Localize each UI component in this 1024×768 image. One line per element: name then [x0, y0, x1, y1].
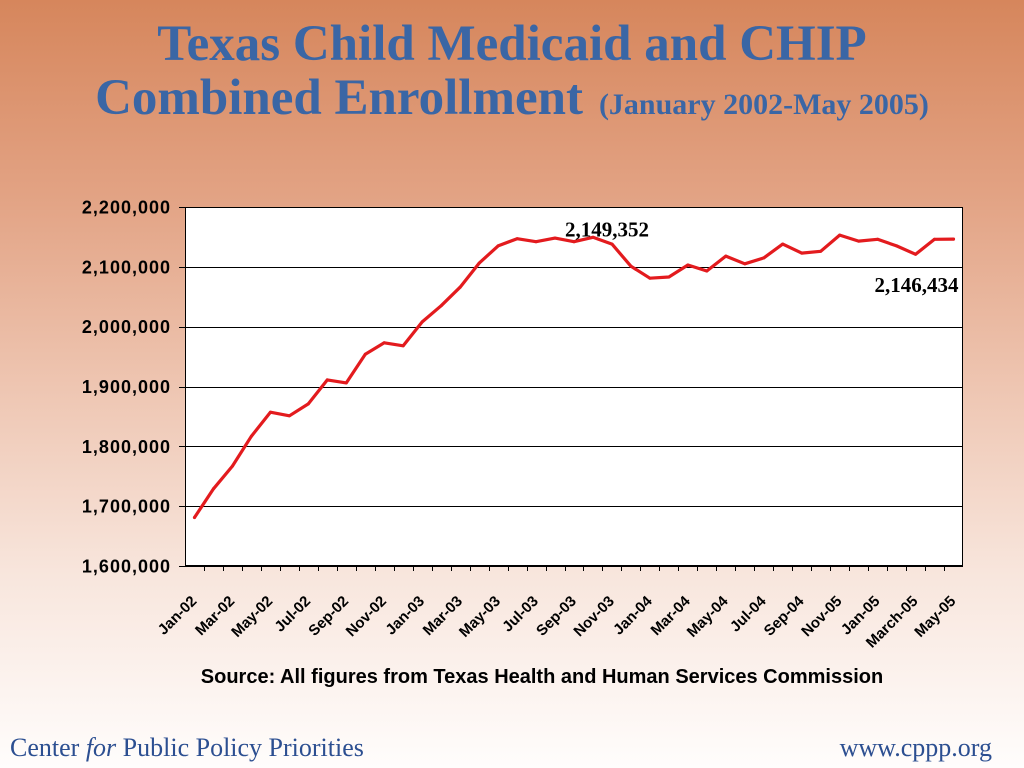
- slide-title-line-1: Texas Child Medicaid and CHIP: [0, 19, 1024, 70]
- x-tick-label: Jan-03: [382, 593, 428, 639]
- data-label: 2,146,434: [875, 273, 960, 297]
- data-point: [553, 236, 557, 240]
- data-point: [363, 352, 367, 356]
- data-point: [952, 237, 955, 241]
- data-point: [762, 256, 766, 260]
- data-point: [629, 264, 633, 268]
- data-point: [914, 252, 918, 256]
- data-point: [230, 464, 234, 468]
- y-tick-label: 2,100,000: [82, 257, 171, 277]
- data-point: [705, 269, 709, 273]
- data-point: [325, 378, 329, 382]
- data-point: [895, 244, 899, 248]
- gridlines: [185, 207, 963, 567]
- data-point: [610, 242, 614, 246]
- x-tick-label: May-02: [228, 593, 276, 641]
- data-point: [686, 263, 690, 267]
- x-tick-label: Sep-03: [533, 593, 580, 640]
- title-text-2: Combined Enrollment: [95, 70, 583, 126]
- y-axis: 1,600,000 1,700,000 1,800,000 1,900,000 2,00…: [82, 198, 185, 577]
- data-point: [857, 239, 861, 243]
- slide-title-line-2: Combined Enrollment (January 2002-May 200…: [0, 73, 1024, 130]
- data-point: [933, 237, 936, 241]
- data-point: [496, 244, 500, 248]
- footer-org-part-2: for: [85, 733, 117, 762]
- y-tick-label: 1,900,000: [82, 377, 171, 397]
- data-point: [838, 233, 842, 237]
- title-date-range: (January 2002-May 2005): [598, 88, 929, 121]
- plot-border: [185, 207, 963, 566]
- plot-area: [185, 207, 963, 566]
- y-tick-label: 1,700,000: [82, 497, 171, 517]
- x-axis: Jan-02Mar-02May-02Jul-02Sep-02Nov-02Jan-…: [155, 566, 959, 651]
- data-point: [382, 341, 386, 345]
- x-tick-label: Nov-05: [798, 593, 845, 640]
- data-point: [477, 261, 481, 265]
- data-point: [212, 487, 215, 491]
- x-tick-label: Nov-03: [570, 593, 617, 640]
- data-point: [306, 402, 310, 406]
- data-point: [287, 414, 291, 418]
- data-point: [515, 237, 519, 241]
- data-point: [667, 275, 671, 279]
- title-text-1: Texas Child Medicaid and CHIP: [157, 16, 867, 72]
- data-point: [743, 262, 747, 266]
- x-tick-label: Jan-04: [610, 592, 656, 638]
- data-point: [193, 516, 196, 519]
- data-point: [401, 344, 405, 348]
- y-tick-label: 1,600,000: [82, 557, 171, 577]
- footer-url: www.cppp.org: [839, 733, 992, 762]
- y-tick-label: 2,200,000: [82, 198, 171, 218]
- x-tick-label: May-04: [684, 592, 732, 640]
- y-tick-label: 1,800,000: [82, 437, 171, 457]
- x-tick-label: Sep-04: [761, 592, 808, 639]
- x-tick-label: Nov-02: [343, 593, 390, 640]
- footer-org-part-1: Center: [10, 733, 86, 762]
- data-point: [249, 434, 253, 438]
- data-point: [800, 251, 804, 255]
- y-tick-label: 2,000,000: [82, 317, 171, 337]
- data-point: [439, 304, 443, 308]
- data-point: [268, 410, 272, 414]
- x-tick-label: Jan-02: [155, 593, 201, 639]
- data-points: [193, 233, 955, 519]
- source-note: Source: All figures from Texas Health an…: [200, 666, 884, 688]
- data-point: [344, 381, 348, 385]
- data-point: [876, 237, 880, 241]
- x-tick-label: Sep-02: [305, 593, 352, 640]
- data-point: [534, 240, 538, 244]
- data-point: [591, 235, 595, 239]
- data-labels: 2,149,352 2,146,434: [565, 217, 959, 297]
- data-point: [819, 249, 823, 253]
- data-point: [648, 276, 652, 280]
- data-point: [572, 240, 576, 244]
- footer-org-name: Center for Public Policy Priorities: [10, 733, 364, 763]
- footer-org-part-3: Public Policy Priorities: [116, 733, 364, 762]
- x-tick-label: May-05: [911, 593, 959, 641]
- x-tick-label: May-03: [456, 593, 504, 641]
- data-point: [724, 254, 728, 258]
- data-point: [420, 320, 424, 324]
- data-point: [458, 285, 462, 289]
- data-point: [781, 242, 785, 246]
- data-label: 2,149,352: [565, 217, 649, 241]
